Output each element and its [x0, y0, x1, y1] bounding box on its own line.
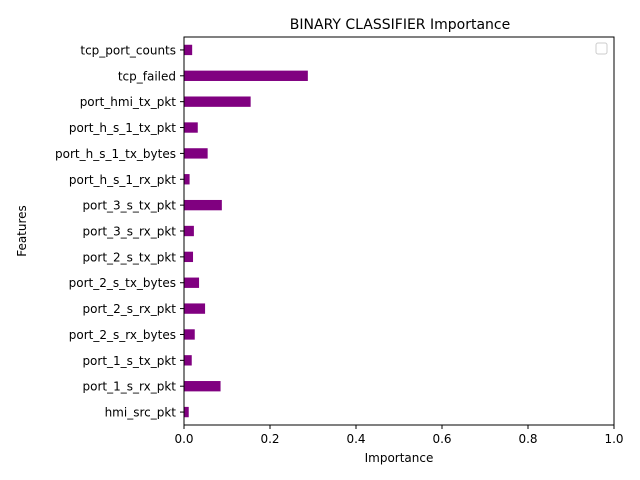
x-tick-label: 0.0	[174, 432, 193, 446]
y-tick-label: port_h_s_1_tx_bytes	[55, 147, 176, 161]
bar-port_1_s_rx_pkt	[184, 381, 221, 392]
bar-port_1_s_tx_pkt	[184, 355, 192, 366]
bar-port_h_s_1_tx_bytes	[184, 148, 208, 159]
y-tick-label: port_1_s_rx_pkt	[83, 380, 177, 394]
y-tick-label: port_2_s_rx_bytes	[69, 328, 176, 342]
x-tick-label: 0.6	[432, 432, 451, 446]
x-tick-label: 0.4	[346, 432, 365, 446]
bar-tcp_port_counts	[184, 44, 193, 56]
y-tick-label: port_3_s_rx_pkt	[83, 225, 177, 239]
x-axis-label: Importance	[365, 451, 434, 465]
bar-hmi_src_pkt	[184, 406, 189, 418]
y-tick-label: port_2_s_rx_pkt	[83, 302, 177, 316]
y-tick-label: tcp_port_counts	[80, 43, 176, 57]
y-tick-label: port_h_s_1_tx_pkt	[69, 121, 176, 135]
bar-port_3_s_rx_pkt	[184, 225, 194, 237]
bar-port_2_s_tx_pkt	[184, 251, 194, 263]
y-tick-label: port_2_s_tx_bytes	[69, 276, 176, 290]
x-tick-label: 0.2	[260, 432, 279, 446]
bar-port_2_s_rx_bytes	[184, 329, 195, 340]
x-tick-label: 0.8	[518, 432, 537, 446]
x-tick-label: 1.0	[604, 432, 623, 446]
y-tick-label: port_1_s_tx_pkt	[82, 354, 176, 368]
y-tick-label: port_h_s_1_rx_pkt	[69, 173, 176, 187]
bar-port_h_s_1_tx_pkt	[184, 122, 198, 133]
y-axis-label: Features	[15, 205, 29, 257]
plot-frame	[183, 36, 615, 426]
y-tick-label: port_2_s_tx_pkt	[82, 250, 176, 264]
bar-port_h_s_1_rx_pkt	[184, 174, 190, 185]
bar-port_2_s_tx_bytes	[184, 277, 200, 288]
y-tick-label: port_hmi_tx_pkt	[80, 95, 177, 109]
bar-tcp_failed	[184, 70, 308, 81]
legend-box	[595, 42, 608, 55]
y-tick-label: port_3_s_tx_pkt	[82, 199, 176, 213]
chart-title: BINARY CLASSIFIER Importance	[290, 17, 510, 33]
bar-port_hmi_tx_pkt	[184, 96, 251, 107]
bar-port_3_s_tx_pkt	[184, 199, 222, 211]
y-tick-label: hmi_src_pkt	[105, 406, 177, 420]
y-tick-label: tcp_failed	[118, 69, 176, 83]
bar-port_2_s_rx_pkt	[184, 303, 206, 314]
